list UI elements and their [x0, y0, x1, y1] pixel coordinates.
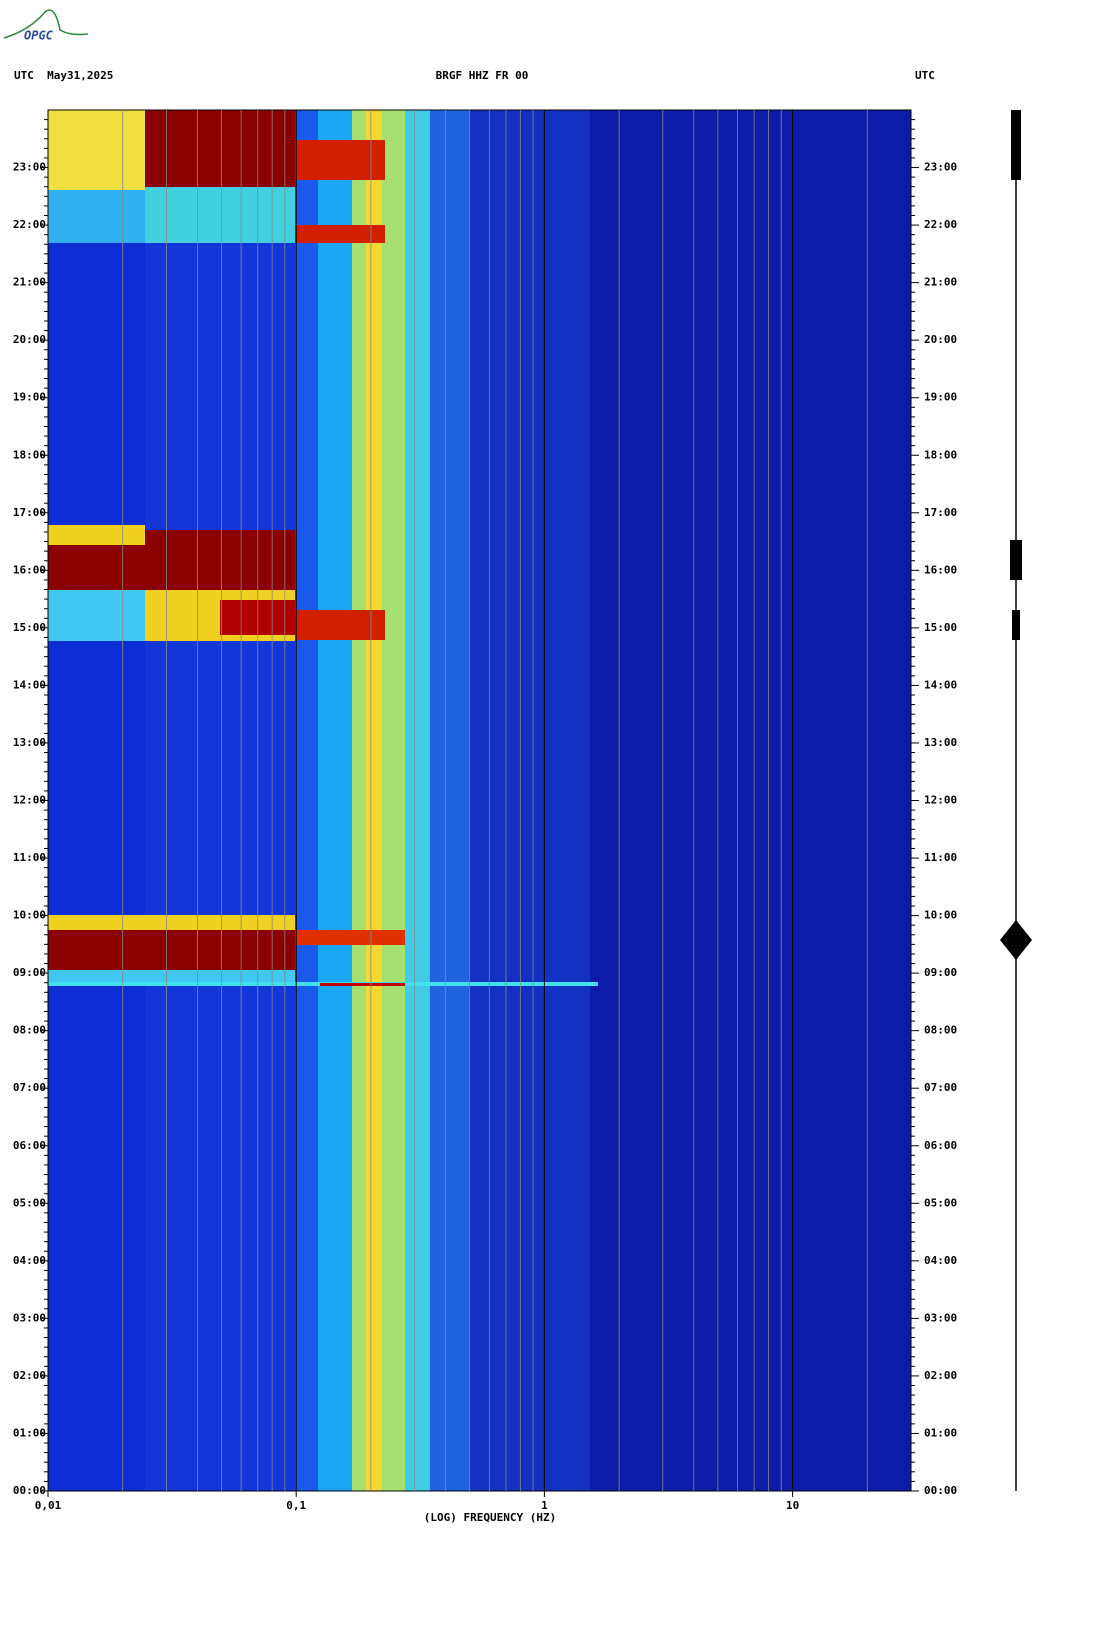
x-tick-label: 0,1 — [286, 1499, 306, 1512]
y-tick-label: 21:00 — [13, 276, 46, 289]
y-tick-label: 18:00 — [924, 448, 957, 461]
y-tick-label: 01:00 — [13, 1426, 46, 1439]
y-tick-label: 15:00 — [13, 621, 46, 634]
y-tick-label: 14:00 — [13, 678, 46, 691]
x-tick-label: 10 — [786, 1499, 799, 1512]
y-tick-label: 02:00 — [924, 1369, 957, 1382]
y-tick-label: 10:00 — [13, 909, 46, 922]
y-tick-label: 07:00 — [13, 1081, 46, 1094]
y-tick-label: 08:00 — [924, 1024, 957, 1037]
y-tick-label: 00:00 — [13, 1484, 46, 1497]
y-tick-label: 13:00 — [924, 736, 957, 749]
y-tick-label: 01:00 — [924, 1426, 957, 1439]
logo: OPGC — [3, 9, 89, 43]
y-tick-label: 05:00 — [13, 1196, 46, 1209]
y-tick-label: 11:00 — [924, 851, 957, 864]
y-tick-label: 12:00 — [13, 794, 46, 807]
y-tick-label: 03:00 — [13, 1311, 46, 1324]
y-tick-label: 03:00 — [924, 1311, 957, 1324]
left-header: UTC May31,2025 — [14, 69, 113, 82]
y-tick-label: 23:00 — [924, 161, 957, 174]
x-tick-label: 1 — [541, 1499, 548, 1512]
y-tick-label: 04:00 — [13, 1254, 46, 1267]
y-tick-label: 20:00 — [924, 333, 957, 346]
logo-text: OPGC — [24, 29, 54, 43]
y-tick-label: 23:00 — [13, 161, 46, 174]
y-tick-label: 13:00 — [13, 736, 46, 749]
y-tick-label: 06:00 — [13, 1139, 46, 1152]
y-tick-label: 15:00 — [924, 621, 957, 634]
x-tick-label: 0,01 — [35, 1499, 62, 1512]
y-tick-label: 05:00 — [924, 1196, 957, 1209]
y-tick-label: 20:00 — [13, 333, 46, 346]
seismogram — [1000, 110, 1032, 1491]
y-tick-label: 09:00 — [13, 966, 46, 979]
y-tick-label: 22:00 — [13, 218, 46, 231]
y-tick-label: 22:00 — [924, 218, 957, 231]
y-tick-label: 21:00 — [924, 276, 957, 289]
chart-title: BRGF HHZ FR 00 — [436, 69, 529, 82]
y-tick-label: 11:00 — [13, 851, 46, 864]
y-tick-label: 06:00 — [924, 1139, 957, 1152]
y-tick-label: 08:00 — [13, 1024, 46, 1037]
y-tick-label: 00:00 — [924, 1484, 957, 1497]
y-tick-label: 19:00 — [13, 391, 46, 404]
x-axis-label: (LOG) FREQUENCY (HZ) — [424, 1511, 556, 1524]
y-tick-label: 18:00 — [13, 448, 46, 461]
y-tick-label: 10:00 — [924, 909, 957, 922]
y-tick-label: 19:00 — [924, 391, 957, 404]
y-tick-label: 02:00 — [13, 1369, 46, 1382]
y-tick-label: 17:00 — [13, 506, 46, 519]
y-tick-label: 07:00 — [924, 1081, 957, 1094]
y-tick-label: 17:00 — [924, 506, 957, 519]
y-tick-label: 12:00 — [924, 794, 957, 807]
y-tick-label: 14:00 — [924, 678, 957, 691]
y-tick-label: 09:00 — [924, 966, 957, 979]
y-tick-label: 16:00 — [924, 563, 957, 576]
y-tick-label: 16:00 — [13, 563, 46, 576]
y-tick-label: 04:00 — [924, 1254, 957, 1267]
right-header: UTC — [915, 69, 935, 82]
spectrogram — [48, 110, 911, 1491]
